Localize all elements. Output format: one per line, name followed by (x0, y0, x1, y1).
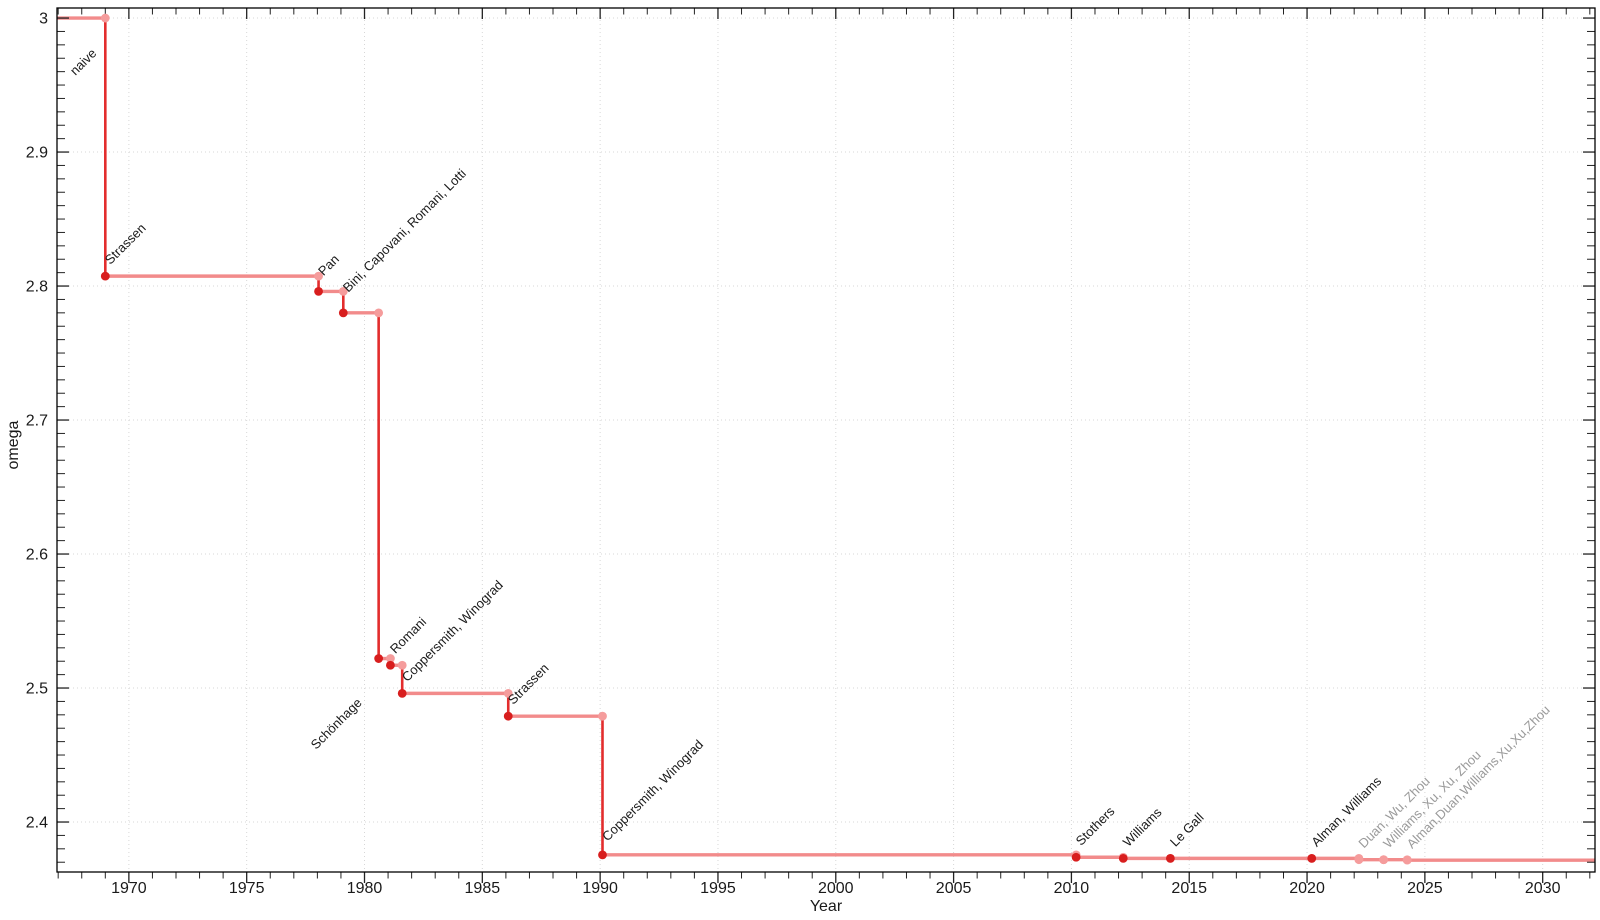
event-label: Strassen (102, 220, 149, 267)
event-new-marker (374, 654, 384, 663)
event-label: naive (67, 46, 100, 79)
event-new-marker (503, 711, 513, 721)
event-new-marker (1402, 855, 1412, 865)
x-tick-label: 1990 (582, 880, 618, 897)
event-new-marker (397, 688, 407, 698)
event-new-marker (100, 271, 110, 281)
event-old-marker (100, 13, 110, 23)
y-tick-label: 2.6 (26, 547, 48, 564)
event-old-marker (386, 654, 395, 663)
x-tick-label: 1995 (700, 880, 736, 897)
y-tick-label: 3 (39, 11, 48, 28)
x-tick-label: 1975 (229, 880, 265, 897)
event-old-marker (338, 286, 348, 296)
x-tick-label: 1985 (465, 880, 501, 897)
event-new-marker (598, 850, 607, 860)
event-label: Stothers (1073, 803, 1118, 848)
y-axis-title: omega (5, 420, 22, 470)
event-new-marker (1071, 852, 1081, 862)
event-new-marker (314, 286, 323, 296)
x-axis-title: Year (809, 898, 843, 915)
y-tick-label: 2.5 (26, 681, 48, 698)
y-tick-label: 2.8 (26, 279, 48, 296)
x-tick-label: 2000 (818, 880, 854, 897)
y-tick-label: 2.9 (26, 145, 48, 162)
event-label: Coppersmith, Winograd (599, 737, 706, 844)
x-tick-label: 2005 (936, 880, 972, 897)
x-tick-label: 1980 (347, 880, 383, 897)
event-label: Bini, Capovani, Romani, Lotti (340, 166, 469, 295)
event-old-marker (503, 688, 513, 698)
event-new-marker (338, 308, 348, 318)
x-tick-label: 1970 (111, 880, 147, 897)
event-label: Strassen (505, 660, 552, 707)
event-new-marker (386, 660, 395, 670)
event-old-marker (397, 660, 407, 670)
event-old-marker (374, 308, 384, 318)
x-tick-label: 2025 (1407, 880, 1443, 897)
event-new-marker (1307, 853, 1317, 863)
event-label: Alman,Duan,Williams,Xu,Xu,Zhou (1404, 702, 1553, 851)
event-new-marker (1165, 853, 1175, 863)
event-new-marker (1379, 855, 1389, 865)
event-new-marker (1354, 855, 1364, 865)
event-label: Williams (1120, 804, 1165, 849)
y-tick-label: 2.7 (26, 413, 48, 430)
event-label: Schönhage (308, 695, 365, 752)
event-old-marker (598, 711, 607, 721)
plot-frame (56, 7, 1596, 873)
event-old-marker (314, 271, 323, 281)
x-tick-label: 2010 (1054, 880, 1090, 897)
x-tick-label: 2015 (1171, 880, 1207, 897)
event-new-marker (1118, 853, 1128, 863)
y-tick-label: 2.4 (26, 815, 48, 832)
x-tick-label: 2030 (1525, 880, 1561, 897)
x-tick-label: 2020 (1289, 880, 1325, 897)
event-label: Le Gall (1167, 810, 1207, 850)
